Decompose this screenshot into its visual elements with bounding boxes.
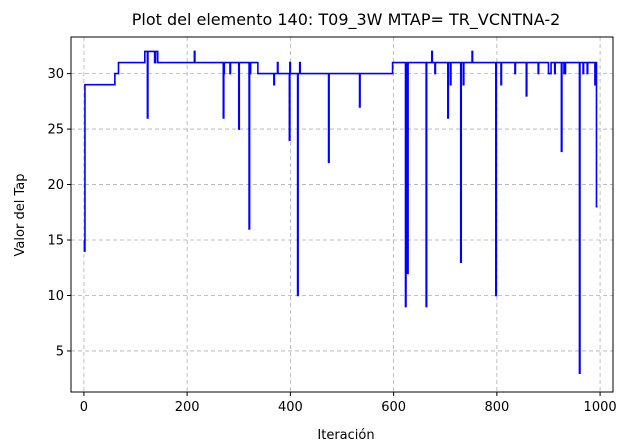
y-tick-label: 30: [47, 67, 64, 82]
x-tick-label: 0: [80, 400, 88, 415]
y-tick-label: 5: [56, 344, 64, 359]
series-layer: [83, 50, 598, 374]
x-tick-label: 1000: [584, 400, 617, 415]
x-tick-label: 600: [381, 400, 406, 415]
x-axis-label: Iteración: [317, 428, 374, 443]
chart-title: Plot del elemento 140: T09_3W MTAP= TR_V…: [132, 10, 561, 30]
x-axis: 0 200 400 600 800 1000: [80, 392, 617, 415]
series-line: [83, 50, 598, 374]
y-tick-label: 15: [47, 234, 64, 249]
x-tick-label: 400: [278, 400, 303, 415]
y-tick-label: 20: [47, 178, 64, 193]
y-tick-label: 10: [47, 289, 64, 304]
x-tick-label: 200: [175, 400, 200, 415]
y-axis-label: Valor del Tap: [13, 174, 28, 257]
y-axis: 5 10 15 20 25 30: [47, 67, 71, 359]
plot-area: [70, 36, 614, 393]
y-tick-label: 25: [47, 123, 64, 138]
x-tick-label: 800: [484, 400, 509, 415]
grid: [71, 37, 613, 392]
